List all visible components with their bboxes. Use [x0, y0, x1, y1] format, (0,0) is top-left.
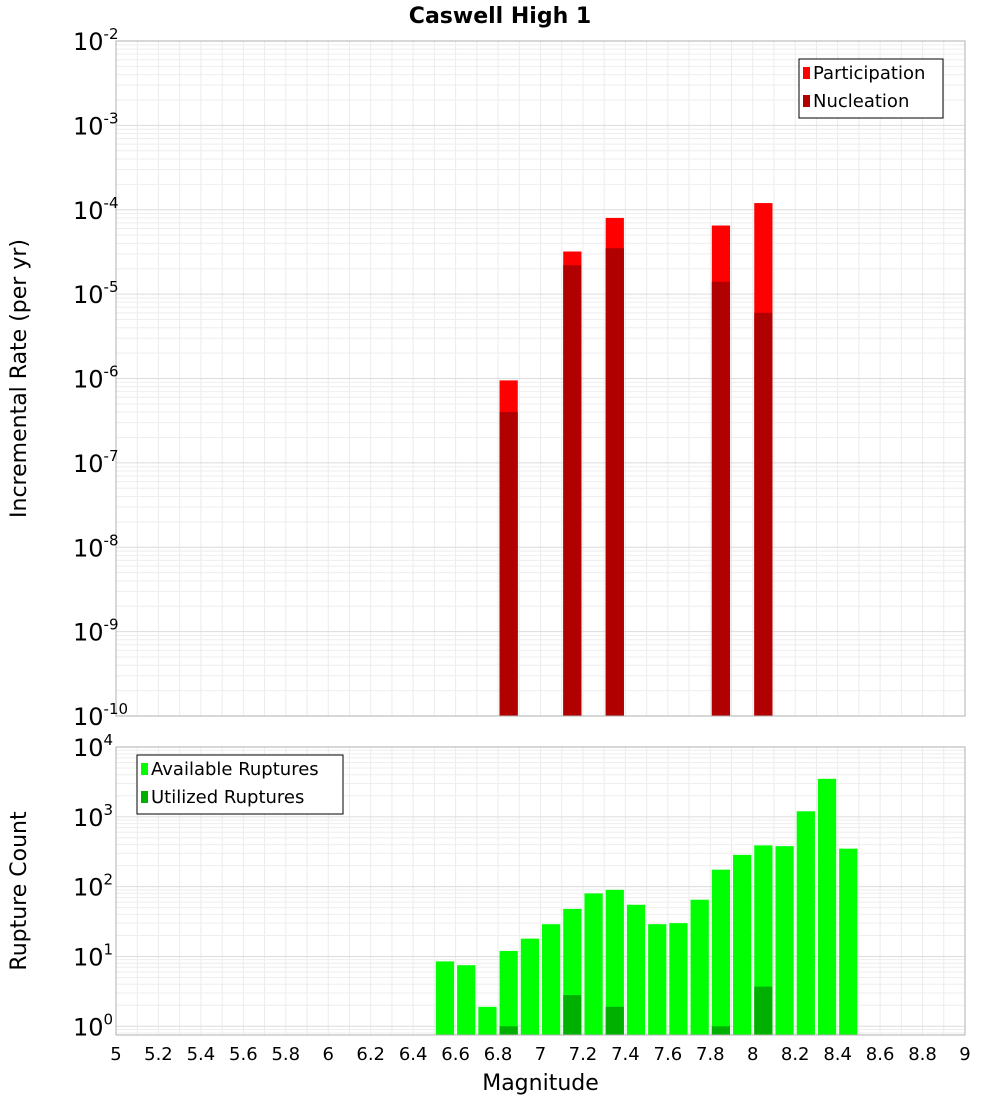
legend-swatch	[803, 95, 810, 107]
x-tick-label: 7.8	[696, 1044, 725, 1065]
bars	[435, 778, 858, 1035]
y-tick-label: 10-2	[73, 25, 119, 56]
legend: Participation Nucleation	[798, 58, 944, 119]
series-available-ruptures	[435, 778, 858, 1035]
bar	[626, 904, 646, 1035]
x-tick-label: 8.4	[823, 1044, 852, 1065]
x-tick-label: 6.2	[356, 1044, 385, 1065]
legend-box	[798, 58, 944, 119]
chart-panel-2: 100 101 102 103 104 Rupture Count 5 5.2 5.4 5.6 5.…	[7, 731, 971, 1096]
y-tick-labels: 100 101 102 103 104	[73, 731, 113, 1041]
chart-panel-1: 10-10 10-9 10-8 10-7 10-6 10-5 10-4 10-3 10-2 Inc…	[7, 25, 966, 731]
y-tick-label: 10-6	[73, 363, 119, 394]
bar	[605, 889, 624, 1035]
bar	[584, 893, 603, 1035]
bar	[648, 924, 667, 1035]
bar	[457, 965, 476, 1035]
legend-label: Nucleation	[813, 91, 909, 112]
x-tick-label: 6.4	[399, 1044, 428, 1065]
bar	[478, 1006, 497, 1035]
y-tick-label: 10-8	[73, 531, 119, 562]
bar	[711, 1026, 731, 1035]
y-tick-label: 10-5	[73, 278, 119, 309]
x-tick-label: 5.6	[229, 1044, 258, 1065]
bar	[754, 312, 773, 716]
x-tick-label: 8	[747, 1044, 758, 1065]
x-tick-label: 7.2	[569, 1044, 598, 1065]
x-tick-label: 7.6	[654, 1044, 683, 1065]
legend: Available Ruptures Utilized Ruptures	[136, 754, 344, 815]
x-tick-label: 8.2	[781, 1044, 810, 1065]
legend-swatch	[803, 67, 810, 79]
y-tick-label: 101	[73, 940, 113, 971]
x-tick-label: 5	[110, 1044, 121, 1065]
legend-label: Available Ruptures	[151, 759, 319, 780]
y-tick-label: 10-3	[73, 109, 119, 140]
x-tick-label: 9	[959, 1044, 970, 1065]
bar	[499, 1026, 518, 1035]
bar	[499, 412, 518, 716]
y-tick-label: 10-9	[73, 616, 119, 647]
bar	[563, 995, 582, 1035]
legend-label: Participation	[813, 63, 925, 84]
bar	[669, 923, 688, 1035]
bar	[542, 924, 561, 1035]
bar	[563, 265, 582, 716]
plot-border	[115, 746, 966, 1036]
legend-box	[136, 754, 344, 815]
bar	[711, 869, 731, 1035]
bar	[499, 950, 518, 1035]
x-tick-label: 5.8	[271, 1044, 300, 1065]
bar	[775, 846, 794, 1035]
legend-swatch	[141, 791, 148, 803]
y-axis-label: Incremental Rate (per yr)	[7, 239, 32, 518]
x-tick-label: 8.8	[908, 1044, 937, 1065]
series-nucleation	[499, 248, 773, 717]
bar	[817, 778, 837, 1035]
legend-label: Utilized Ruptures	[151, 787, 304, 808]
grid	[115, 40, 966, 717]
y-tick-label: 104	[73, 731, 113, 762]
bar	[754, 986, 773, 1035]
chart-title: Caswell High 1	[409, 4, 591, 29]
y-tick-label: 10-10	[73, 700, 128, 731]
bar	[733, 854, 752, 1035]
y-tick-label: 103	[73, 801, 113, 832]
bar	[796, 811, 815, 1035]
x-tick-label: 5.4	[187, 1044, 216, 1065]
series-utilized-ruptures	[499, 986, 773, 1035]
x-tick-label: 6.6	[441, 1044, 470, 1065]
x-tick-label: 8.6	[866, 1044, 895, 1065]
y-axis-label: Rupture Count	[7, 811, 32, 971]
x-axis-label: Magnitude	[482, 1071, 599, 1096]
bar	[605, 1006, 624, 1035]
y-tick-label: 10-7	[73, 447, 119, 478]
x-tick-label: 7	[535, 1044, 546, 1065]
y-tick-label: 100	[73, 1010, 113, 1041]
x-tick-label: 6.8	[484, 1044, 513, 1065]
y-tick-labels: 10-10 10-9 10-8 10-7 10-6 10-5 10-4 10-3 10-2	[73, 25, 128, 731]
x-tick-labels: 5 5.2 5.4 5.6 5.8 6 6.2 6.4 6.6 6.8 7 7.2 7.4 7.6 7.8 8…	[110, 1044, 970, 1065]
bars	[499, 203, 773, 717]
y-tick-label: 10-4	[73, 194, 119, 225]
plot-border	[115, 40, 966, 717]
x-tick-label: 6	[323, 1044, 334, 1065]
bar	[711, 281, 731, 716]
bar	[435, 961, 455, 1035]
y-tick-label: 102	[73, 871, 113, 902]
bar	[839, 848, 858, 1035]
bar	[690, 899, 709, 1035]
legend-swatch	[141, 763, 148, 775]
x-tick-label: 7.4	[611, 1044, 640, 1065]
bar	[605, 248, 624, 717]
bar	[520, 938, 539, 1035]
x-tick-label: 5.2	[144, 1044, 173, 1065]
